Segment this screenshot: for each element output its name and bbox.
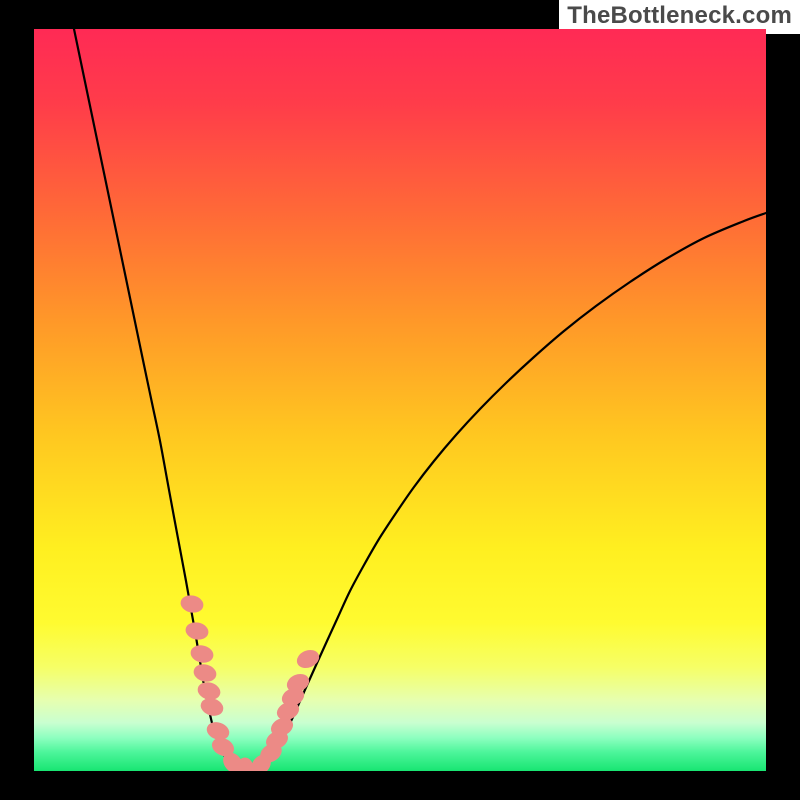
bottleneck-plot	[34, 29, 766, 771]
gradient-background	[34, 29, 766, 771]
chart-stage: TheBottleneck.com	[0, 0, 800, 800]
